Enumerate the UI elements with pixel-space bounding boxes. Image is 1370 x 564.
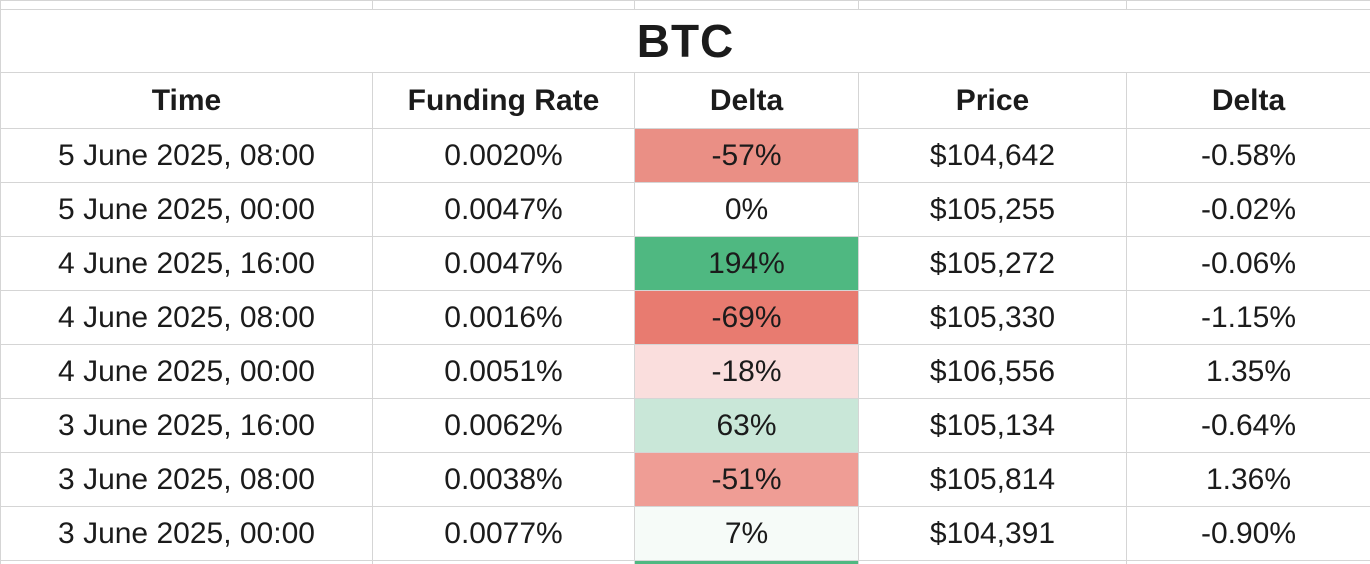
table-row: 3 June 2025, 00:00 0.0077% 7% $104,391 -… (0, 506, 1370, 561)
time-cell[interactable]: 3 June 2025, 08:00 (0, 452, 373, 507)
price-cell[interactable]: $105,134 (858, 398, 1127, 453)
cell (372, 560, 635, 564)
price-delta-cell[interactable]: -0.90% (1126, 506, 1370, 561)
cell (858, 560, 1127, 564)
funding-delta-cell[interactable]: 63% (634, 398, 859, 453)
time-cell[interactable]: 3 June 2025, 00:00 (0, 506, 373, 561)
table-row: 5 June 2025, 08:00 0.0020% -57% $104,642… (0, 128, 1370, 183)
price-delta-cell[interactable]: -1.15% (1126, 290, 1370, 345)
col-header-price[interactable]: Price (858, 72, 1127, 129)
cell (0, 560, 373, 564)
time-cell[interactable]: 5 June 2025, 00:00 (0, 182, 373, 237)
cell (1126, 0, 1370, 10)
table-row: 4 June 2025, 00:00 0.0051% -18% $106,556… (0, 344, 1370, 399)
price-cell[interactable]: $104,642 (858, 128, 1127, 183)
cell (372, 0, 635, 10)
funding-delta-cell[interactable]: 7% (634, 506, 859, 561)
time-cell[interactable]: 4 June 2025, 00:00 (0, 344, 373, 399)
table-row: 5 June 2025, 00:00 0.0047% 0% $105,255 -… (0, 182, 1370, 237)
price-delta-cell[interactable]: -0.64% (1126, 398, 1370, 453)
funding-rate-cell[interactable]: 0.0062% (372, 398, 635, 453)
time-cell[interactable]: 4 June 2025, 16:00 (0, 236, 373, 291)
funding-delta-cell[interactable]: -69% (634, 290, 859, 345)
funding-delta-cell-partial (634, 560, 859, 564)
funding-rate-cell[interactable]: 0.0047% (372, 236, 635, 291)
price-cell[interactable]: $105,814 (858, 452, 1127, 507)
header-row: Time Funding Rate Delta Price Delta (0, 72, 1370, 129)
price-delta-cell[interactable]: 1.35% (1126, 344, 1370, 399)
cell (1126, 560, 1370, 564)
cell (858, 0, 1127, 10)
funding-rate-cell[interactable]: 0.0038% (372, 452, 635, 507)
cell (634, 0, 859, 10)
funding-rate-cell[interactable]: 0.0047% (372, 182, 635, 237)
funding-delta-cell[interactable]: 0% (634, 182, 859, 237)
funding-rate-cell[interactable]: 0.0051% (372, 344, 635, 399)
col-header-funding-delta[interactable]: Delta (634, 72, 859, 129)
col-header-price-delta[interactable]: Delta (1126, 72, 1370, 129)
price-delta-cell[interactable]: -0.02% (1126, 182, 1370, 237)
price-cell[interactable]: $105,272 (858, 236, 1127, 291)
funding-delta-cell[interactable]: -18% (634, 344, 859, 399)
table-row: 4 June 2025, 16:00 0.0047% 194% $105,272… (0, 236, 1370, 291)
table-row: 3 June 2025, 08:00 0.0038% -51% $105,814… (0, 452, 1370, 507)
price-cell[interactable]: $105,330 (858, 290, 1127, 345)
table-row: 4 June 2025, 08:00 0.0016% -69% $105,330… (0, 290, 1370, 345)
partial-row-below (0, 560, 1370, 564)
col-header-funding-rate[interactable]: Funding Rate (372, 72, 635, 129)
price-cell[interactable]: $105,255 (858, 182, 1127, 237)
funding-rate-cell[interactable]: 0.0020% (372, 128, 635, 183)
col-header-time[interactable]: Time (0, 72, 373, 129)
price-cell[interactable]: $104,391 (858, 506, 1127, 561)
time-cell[interactable]: 4 June 2025, 08:00 (0, 290, 373, 345)
price-cell[interactable]: $106,556 (858, 344, 1127, 399)
time-cell[interactable]: 3 June 2025, 16:00 (0, 398, 373, 453)
funding-rate-cell[interactable]: 0.0077% (372, 506, 635, 561)
title-row: BTC (0, 9, 1370, 73)
partial-row-above (0, 0, 1370, 10)
price-delta-cell[interactable]: -0.58% (1126, 128, 1370, 183)
price-delta-cell[interactable]: -0.06% (1126, 236, 1370, 291)
time-cell[interactable]: 5 June 2025, 08:00 (0, 128, 373, 183)
cell (0, 0, 373, 10)
funding-delta-cell[interactable]: 194% (634, 236, 859, 291)
funding-delta-cell[interactable]: -57% (634, 128, 859, 183)
funding-delta-cell[interactable]: -51% (634, 452, 859, 507)
table-row: 3 June 2025, 16:00 0.0062% 63% $105,134 … (0, 398, 1370, 453)
page-title: BTC (0, 9, 1370, 73)
price-delta-cell[interactable]: 1.36% (1126, 452, 1370, 507)
funding-rate-cell[interactable]: 0.0016% (372, 290, 635, 345)
